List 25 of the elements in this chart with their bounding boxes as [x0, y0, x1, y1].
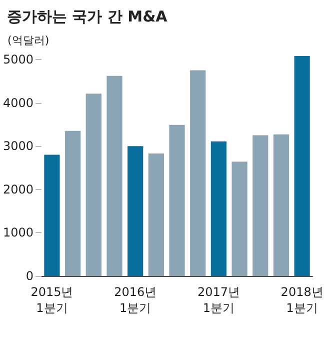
x-tick-label: 2018년 1분기: [280, 285, 324, 315]
bar: [294, 56, 310, 276]
bar: [106, 76, 122, 276]
y-tick-label: 5000: [2, 52, 34, 66]
y-axis-title: (억달러): [8, 34, 50, 47]
y-tick-label: 4000: [2, 96, 34, 110]
x-tick-label: 2015년 1분기: [30, 285, 74, 315]
x-tick-label: 2016년 1분기: [114, 285, 157, 315]
bar: [44, 154, 60, 276]
y-tick-label: 1000: [2, 226, 34, 240]
bar: [128, 146, 144, 276]
bar: [232, 162, 248, 276]
y-tick-label: 3000: [2, 139, 34, 154]
y-tick-label: 2000: [2, 182, 34, 196]
bar: [86, 94, 102, 276]
x-tick-label: 2017년 1분기: [197, 285, 240, 315]
chart-title: 증가하는 국가 간 M&A: [7, 8, 168, 26]
bar: [210, 141, 227, 276]
bar: [190, 70, 206, 276]
bar: [169, 124, 185, 276]
bar: [148, 153, 164, 276]
bar: [64, 130, 81, 276]
bar: [273, 134, 290, 276]
y-tick-label: 0: [26, 269, 34, 283]
bar: [252, 135, 268, 276]
